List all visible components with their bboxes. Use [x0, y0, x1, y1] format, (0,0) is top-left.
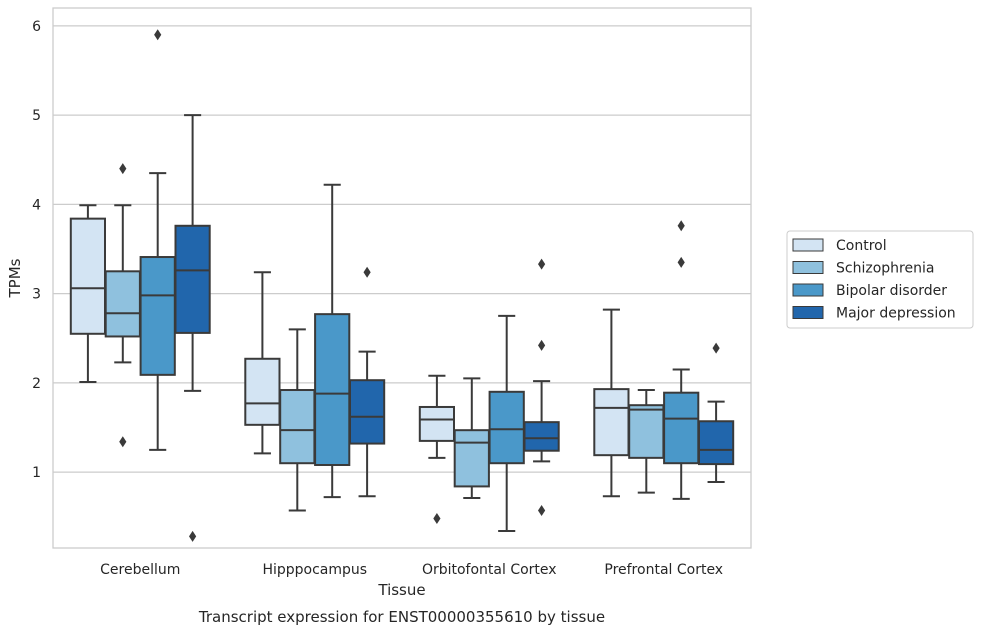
outlier-marker-1: [119, 436, 127, 448]
legend-label-3: Major depression: [836, 306, 956, 322]
x-tick-label-3: Prefrontal Cortex: [604, 562, 723, 578]
iqr-box: [523, 421, 560, 452]
legend-items: Control Schizophrenia Bipolar disorder Majo…: [792, 238, 956, 322]
iqr-box: [593, 388, 630, 457]
iqr-box: [348, 379, 386, 445]
box-3-0: [174, 114, 211, 542]
iqr-box: [174, 224, 211, 334]
legend-swatch-1: [792, 261, 824, 274]
iqr-box: [628, 404, 665, 459]
iqr-box: [418, 405, 456, 442]
box-3-1: [348, 266, 386, 498]
legend-label-0: Control: [836, 238, 887, 254]
plot-area-frame: [52, 7, 752, 549]
box-2-2: [488, 314, 525, 533]
outlier-marker-1: [538, 339, 546, 351]
y-tick-label-4: 4: [32, 197, 41, 213]
box-3-2: [523, 258, 560, 517]
outlier-marker-1: [677, 256, 685, 268]
iqr-box: [244, 357, 281, 426]
outlier-marker-0: [189, 530, 197, 542]
box-series: [69, 29, 735, 542]
box-2-0: [139, 29, 176, 451]
box-1-0: [104, 163, 141, 448]
legend-label-1: Schizophrenia: [836, 261, 934, 277]
box-3-3: [697, 342, 735, 483]
x-tick-label-2: Orbitofontal Cortex: [422, 562, 557, 578]
y-tick-label-3: 3: [32, 287, 41, 303]
legend-frame: [786, 230, 974, 329]
legend: Control Schizophrenia Bipolar disorder Majo…: [786, 230, 974, 329]
box-2-1: [314, 183, 351, 499]
box-0-0: [69, 204, 107, 383]
y-tick-label-2: 2: [32, 376, 41, 392]
iqr-box: [279, 389, 316, 465]
y-axis-title: TPMs: [6, 258, 24, 298]
y-tick-label-1: 1: [32, 465, 41, 481]
iqr-box: [104, 270, 141, 338]
outlier-marker-0: [154, 29, 162, 41]
outlier-marker-0: [712, 342, 720, 354]
legend-swatch-2: [792, 283, 824, 297]
outlier-marker-0: [119, 163, 127, 175]
box-1-2: [453, 377, 490, 500]
legend-label-2: Bipolar disorder: [836, 283, 947, 299]
box-1-3: [628, 389, 665, 494]
y-tick-label-5: 5: [32, 108, 41, 124]
iqr-box: [69, 217, 107, 335]
legend-swatch-3: [792, 306, 824, 319]
box-0-3: [593, 308, 630, 498]
y-tick-label-6: 6: [32, 19, 41, 35]
iqr-box: [488, 390, 525, 465]
legend-swatch-0: [792, 238, 824, 252]
outlier-marker-2: [538, 505, 546, 517]
x-tick-label-1: Hipppocampus: [262, 562, 367, 578]
iqr-box: [697, 420, 735, 466]
outlier-marker-0: [433, 513, 441, 525]
outlier-marker-0: [363, 266, 371, 278]
outlier-marker-0: [677, 220, 685, 232]
box-0-2: [418, 374, 456, 525]
x-axis-ticks: Cerebellum Hipppocampus Orbitofontal Corte…: [100, 562, 723, 578]
iqr-box: [139, 256, 176, 376]
box-2-3: [663, 220, 700, 500]
iqr-box: [663, 391, 700, 465]
iqr-box: [453, 429, 490, 488]
outlier-marker-0: [538, 258, 546, 270]
x-tick-label-0: Cerebellum: [100, 562, 180, 578]
y-axis-ticks: 1 2 3 4 5 6: [32, 19, 41, 481]
chart-caption: Transcript expression for ENST0000035561…: [198, 608, 605, 626]
box-1-1: [279, 328, 316, 512]
x-axis-title: Tissue: [377, 581, 425, 599]
box-0-1: [244, 271, 281, 455]
iqr-box: [314, 313, 351, 466]
